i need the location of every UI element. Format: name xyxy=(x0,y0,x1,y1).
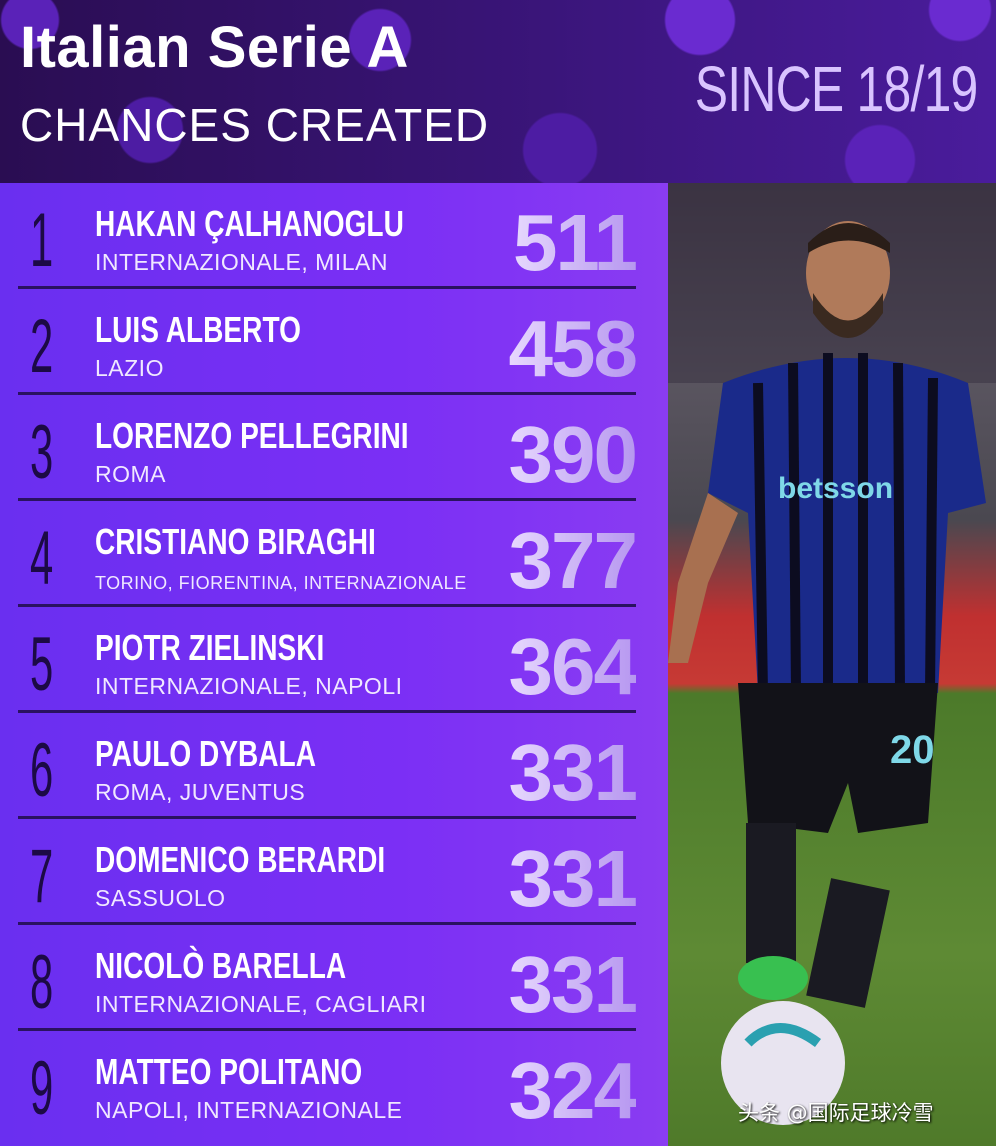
chances-value: 331 xyxy=(508,940,638,1029)
player-illustration: betsson 20 xyxy=(668,183,996,1125)
rank-number: 6 xyxy=(30,728,54,813)
player-clubs: SASSUOLO xyxy=(95,885,226,911)
rank-number: 8 xyxy=(30,940,54,1025)
chances-value: 331 xyxy=(508,834,638,923)
player-clubs: LAZIO xyxy=(95,355,164,381)
player-clubs: TORINO, FIORENTINA, INTERNAZIONALE xyxy=(95,573,467,593)
header-banner: Italian Serie A CHANCES CREATED SINCE 18… xyxy=(0,0,996,183)
player-name: LUIS ALBERTO xyxy=(95,309,301,350)
player-clubs: NAPOLI, INTERNAZIONALE xyxy=(95,1097,403,1123)
player-clubs: INTERNAZIONALE, NAPOLI xyxy=(95,673,403,699)
shirt-number: 20 xyxy=(890,728,935,772)
player-clubs: INTERNAZIONALE, CAGLIARI xyxy=(95,991,427,1017)
player-name: DOMENICO BERARDI xyxy=(95,839,386,880)
chances-value: 511 xyxy=(512,198,638,287)
player-name: PIOTR ZIELINSKI xyxy=(95,627,325,668)
page-title: Italian Serie A xyxy=(20,15,409,80)
since-label: SINCE 18/19 xyxy=(695,53,979,125)
player-name: NICOLÒ BARELLA xyxy=(95,945,347,986)
rank-number: 5 xyxy=(30,622,54,707)
table-row: 9 MATTEO POLITANO NAPOLI, INTERNAZIONALE 32… xyxy=(18,1031,638,1137)
player-name: PAULO DYBALA xyxy=(95,733,316,774)
player-clubs: ROMA, JUVENTUS xyxy=(95,779,306,805)
player-photo: betsson 20 xyxy=(668,183,996,1146)
table-row: 4 CRISTIANO BIRAGHI TORINO, FIORENTINA, IN… xyxy=(18,501,638,607)
table-row: 7 DOMENICO BERARDI SASSUOLO 331 xyxy=(18,819,638,925)
rank-number: 7 xyxy=(30,834,54,919)
page-subtitle: CHANCES CREATED xyxy=(20,99,490,151)
chances-value: 331 xyxy=(508,728,638,817)
ranking-table: 1 HAKAN ÇALHANOGLU INTERNAZIONALE, MILAN 51… xyxy=(0,183,668,1146)
table-row: 3 LORENZO PELLEGRINI ROMA 390 xyxy=(18,395,638,501)
chances-value: 324 xyxy=(508,1046,638,1135)
player-name: LORENZO PELLEGRINI xyxy=(95,415,409,456)
table-row: 1 HAKAN ÇALHANOGLU INTERNAZIONALE, MILAN 51… xyxy=(18,183,638,289)
chances-value: 390 xyxy=(508,410,638,499)
rank-number: 9 xyxy=(30,1046,54,1131)
player-name: CRISTIANO BIRAGHI xyxy=(95,521,376,562)
chances-value: 377 xyxy=(508,516,638,605)
rank-number: 1 xyxy=(30,198,54,283)
table-row: 2 LUIS ALBERTO LAZIO 458 xyxy=(18,289,638,395)
player-name: MATTEO POLITANO xyxy=(95,1051,363,1092)
rank-number: 4 xyxy=(30,516,54,601)
player-clubs: ROMA xyxy=(95,461,166,487)
rank-number: 2 xyxy=(30,304,54,389)
chances-value: 364 xyxy=(508,622,638,711)
table-row: 8 NICOLÒ BARELLA INTERNAZIONALE, CAGLIARI 3… xyxy=(18,925,638,1031)
table-row: 5 PIOTR ZIELINSKI INTERNAZIONALE, NAPOLI 36… xyxy=(18,607,638,713)
chances-value: 458 xyxy=(508,304,638,393)
player-name: HAKAN ÇALHANOGLU xyxy=(95,203,404,244)
watermark: 头条 @国际足球冷雪 xyxy=(738,1101,934,1125)
rank-number: 3 xyxy=(30,410,54,495)
shirt-sponsor: betsson xyxy=(778,472,893,505)
player-clubs: INTERNAZIONALE, MILAN xyxy=(95,249,388,275)
table-row: 6 PAULO DYBALA ROMA, JUVENTUS 331 xyxy=(18,713,638,819)
